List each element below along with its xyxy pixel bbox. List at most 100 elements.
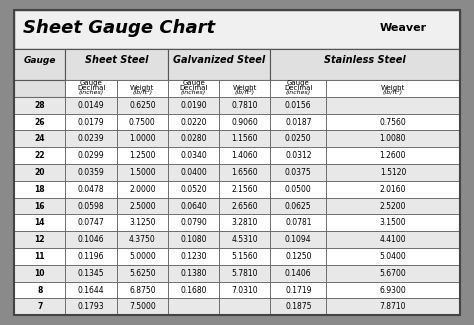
Bar: [65, 282, 117, 298]
Bar: [326, 282, 460, 298]
Bar: [14, 198, 65, 214]
Text: 20: 20: [35, 168, 45, 177]
Bar: [219, 181, 270, 198]
Bar: [326, 231, 460, 248]
Bar: [270, 181, 326, 198]
Bar: [14, 49, 65, 80]
Text: Decimal: Decimal: [179, 84, 208, 91]
Text: 0.0190: 0.0190: [180, 101, 207, 110]
Text: 0.0312: 0.0312: [285, 151, 311, 160]
Bar: [14, 265, 65, 282]
Text: 7: 7: [37, 302, 43, 311]
Bar: [14, 164, 65, 181]
Bar: [168, 231, 219, 248]
Text: 14: 14: [35, 218, 45, 227]
Bar: [168, 114, 219, 130]
Text: 4.5310: 4.5310: [231, 235, 258, 244]
Bar: [270, 214, 326, 231]
Text: Gauge: Gauge: [287, 80, 310, 86]
Text: Galvanized Steel: Galvanized Steel: [173, 55, 265, 65]
Bar: [326, 164, 460, 181]
Text: 3.2810: 3.2810: [232, 218, 258, 227]
Text: 2.6560: 2.6560: [231, 202, 258, 211]
Bar: [65, 80, 117, 97]
Bar: [117, 298, 168, 315]
Bar: [117, 147, 168, 164]
Bar: [14, 114, 65, 130]
Bar: [326, 214, 460, 231]
Bar: [65, 248, 117, 265]
Text: 0.1680: 0.1680: [180, 286, 207, 294]
Text: 1.0080: 1.0080: [380, 134, 406, 143]
Bar: [65, 214, 117, 231]
Bar: [270, 282, 326, 298]
Text: 28: 28: [35, 101, 45, 110]
Text: 1.2500: 1.2500: [129, 151, 155, 160]
Text: 0.0239: 0.0239: [78, 134, 104, 143]
Bar: [168, 248, 219, 265]
Text: 18: 18: [35, 185, 45, 194]
Text: 6.9300: 6.9300: [380, 286, 406, 294]
Bar: [326, 80, 460, 97]
Text: (lb/ft²): (lb/ft²): [383, 89, 403, 95]
Text: 0.0299: 0.0299: [78, 151, 104, 160]
Bar: [65, 49, 168, 80]
Bar: [65, 265, 117, 282]
Text: 0.0375: 0.0375: [285, 168, 311, 177]
Text: 5.0000: 5.0000: [129, 252, 155, 261]
Bar: [14, 10, 460, 49]
Bar: [117, 181, 168, 198]
Text: 0.1644: 0.1644: [78, 286, 104, 294]
Bar: [219, 164, 270, 181]
Bar: [65, 181, 117, 198]
Bar: [117, 114, 168, 130]
Bar: [117, 97, 168, 114]
Bar: [270, 114, 326, 130]
Bar: [219, 265, 270, 282]
Bar: [270, 298, 326, 315]
Text: 26: 26: [35, 118, 45, 126]
Text: 0.1345: 0.1345: [78, 269, 104, 278]
Text: 0.9060: 0.9060: [231, 118, 258, 126]
Bar: [326, 248, 460, 265]
Text: 0.0790: 0.0790: [180, 218, 207, 227]
Text: 1.2600: 1.2600: [380, 151, 406, 160]
Text: Weight: Weight: [233, 84, 257, 91]
Text: 0.0149: 0.0149: [78, 101, 104, 110]
Text: Weight: Weight: [130, 84, 155, 91]
Bar: [14, 298, 65, 315]
Text: 0.0187: 0.0187: [285, 118, 311, 126]
Text: 24: 24: [35, 134, 45, 143]
Text: 2.1560: 2.1560: [231, 185, 258, 194]
Bar: [270, 231, 326, 248]
Bar: [270, 147, 326, 164]
Text: 3.1500: 3.1500: [380, 218, 406, 227]
Bar: [168, 80, 219, 97]
Text: Decimal: Decimal: [284, 84, 312, 91]
Bar: [117, 265, 168, 282]
Text: 0.1793: 0.1793: [78, 302, 104, 311]
Text: 7.5000: 7.5000: [129, 302, 155, 311]
Bar: [14, 130, 65, 147]
Text: 0.1196: 0.1196: [78, 252, 104, 261]
Text: 0.0520: 0.0520: [180, 185, 207, 194]
Text: 0.0625: 0.0625: [285, 202, 311, 211]
Bar: [219, 231, 270, 248]
Text: 7.0310: 7.0310: [231, 286, 258, 294]
Text: 1.6560: 1.6560: [231, 168, 258, 177]
Bar: [219, 248, 270, 265]
Text: 2.0000: 2.0000: [129, 185, 155, 194]
Text: 8: 8: [37, 286, 43, 294]
Bar: [65, 114, 117, 130]
Bar: [168, 214, 219, 231]
Bar: [270, 198, 326, 214]
Bar: [219, 114, 270, 130]
Bar: [270, 248, 326, 265]
Text: Stainless Steel: Stainless Steel: [324, 55, 406, 65]
Text: 4.3750: 4.3750: [129, 235, 155, 244]
Bar: [65, 130, 117, 147]
Bar: [219, 198, 270, 214]
Text: 1.5120: 1.5120: [380, 168, 406, 177]
Text: 0.0250: 0.0250: [285, 134, 311, 143]
Bar: [65, 298, 117, 315]
